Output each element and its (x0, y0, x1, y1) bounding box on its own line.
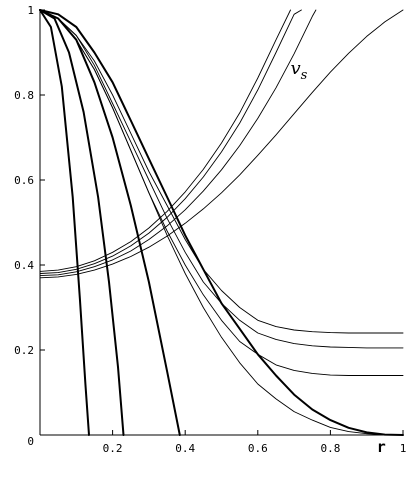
y-tick-label: 0.8 (14, 89, 34, 102)
series-line-7 (39, 9, 404, 349)
annotation-subscript: s (301, 68, 308, 83)
annotation-main: v (290, 58, 300, 79)
tick-labels: 0.2 0.4 0.6 0.8 1 0.2 0.4 0.6 0.8 1 0 (14, 4, 406, 455)
annotation-vs: vs (290, 58, 307, 83)
series-line-12 (39, 9, 317, 277)
origin-label: 0 (27, 435, 34, 448)
series-layer (39, 9, 404, 436)
y-tick-label: 0.4 (14, 259, 34, 272)
x-tick-label: 0.6 (248, 442, 268, 455)
series-line-2 (39, 9, 125, 436)
axes (39, 9, 404, 436)
y-tick-label: 0.2 (14, 344, 34, 357)
x-axis-label: r (377, 438, 386, 456)
series-line-8 (39, 9, 404, 334)
y-tick-label: 0.6 (14, 174, 34, 187)
x-tick-label: 0.2 (103, 442, 123, 455)
x-tick-label: 1 (400, 442, 407, 455)
series-line-3 (39, 9, 181, 436)
series-line-10 (39, 9, 302, 274)
series-line-9 (39, 9, 404, 279)
series-line-5 (39, 9, 404, 436)
x-tick-label: 0.8 (320, 442, 340, 455)
series-line-11 (39, 9, 291, 272)
series-line-6 (39, 9, 404, 376)
x-tick-label: 0.4 (175, 442, 195, 455)
series-line-1 (39, 9, 90, 436)
y-tick-label: 1 (27, 4, 34, 17)
series-line-4 (39, 9, 404, 436)
